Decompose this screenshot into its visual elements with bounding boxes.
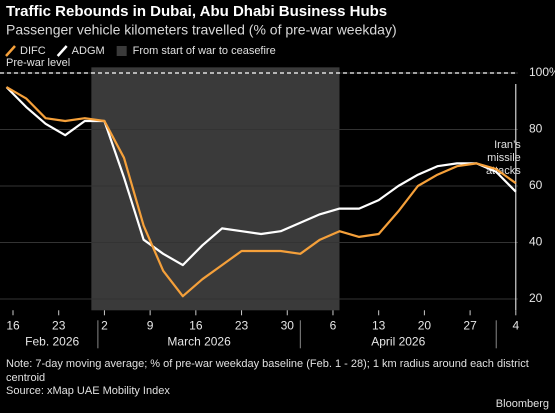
reference-label: Pre-war level (6, 57, 70, 69)
x-tick-label: 23 (235, 318, 249, 332)
y-tick-label: 60 (529, 178, 543, 192)
x-tick-label: 16 (6, 318, 20, 332)
x-group-label: April 2026 (371, 334, 425, 348)
x-tick-label: 9 (147, 318, 154, 332)
legend-swatch (5, 45, 16, 57)
y-tick-label: 80 (529, 122, 543, 136)
chart-subtitle: Passenger vehicle kilometers travelled (… (6, 22, 397, 38)
legend-label: From start of war to ceasefire (133, 45, 276, 57)
series-line (5, 86, 517, 298)
x-group-label: Feb. 2026 (25, 334, 79, 348)
chart-title: Traffic Rebounds in Dubai, Abu Dhabi Bus… (6, 3, 387, 20)
legend-swatch (116, 46, 127, 56)
annotation-text: Iran’s missile attacks (486, 139, 521, 177)
x-tick-label: 27 (463, 318, 477, 332)
x-tick-label: 23 (52, 318, 66, 332)
source: Source: xMap UAE Mobility Index (6, 385, 170, 397)
x-tick-label: 16 (189, 318, 203, 332)
y-tick-label: 20 (529, 291, 543, 305)
x-tick-label: 20 (418, 318, 432, 332)
x-tick-label: 4 (512, 318, 519, 332)
credit: Bloomberg (496, 398, 549, 410)
x-tick-label: 13 (372, 318, 386, 332)
x-group-label: March 2026 (167, 334, 231, 348)
legend-label: DIFC (20, 45, 46, 57)
legend-label: ADGM (72, 45, 105, 57)
y-tick-label: 40 (529, 235, 543, 249)
x-tick-label: 2 (101, 318, 108, 332)
x-tick-label: 30 (281, 318, 295, 332)
series-line (5, 86, 517, 267)
note: Note: 7-day moving average; % of pre-war… (6, 358, 529, 384)
x-tick-label: 6 (330, 318, 337, 332)
y-tick-label: 100% (529, 65, 555, 79)
legend-swatch (56, 45, 68, 57)
